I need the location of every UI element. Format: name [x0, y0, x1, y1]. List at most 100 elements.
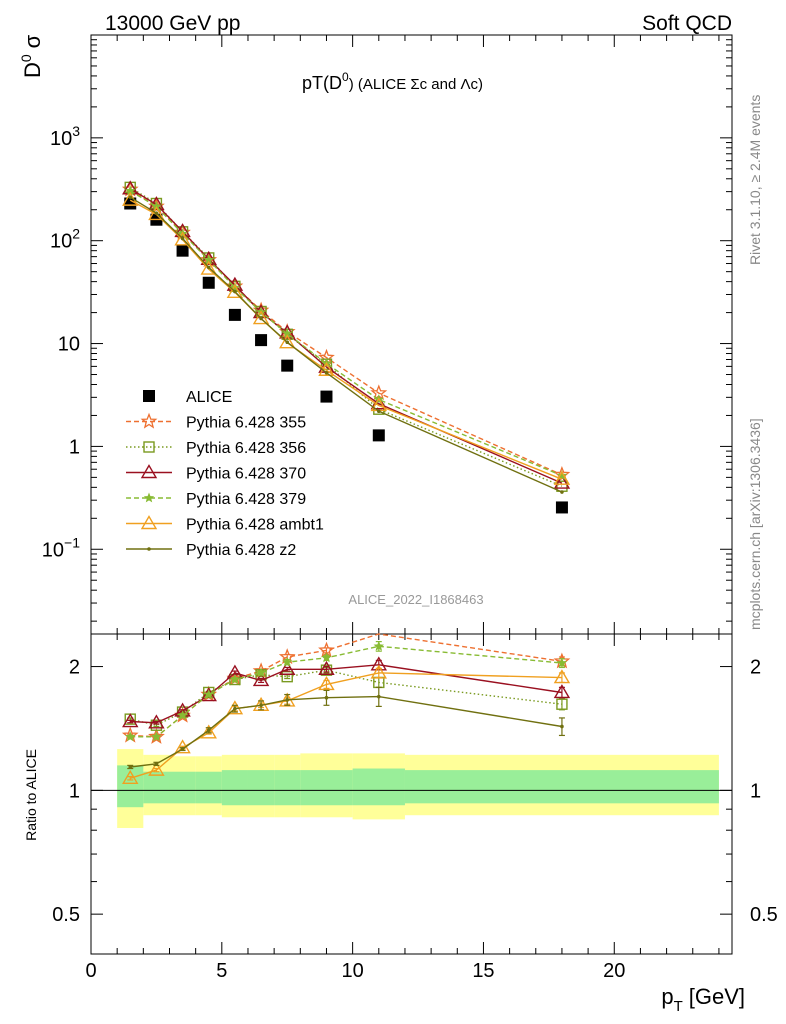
rivet-label: Rivet 3.1.10, ≥ 2.4M events [747, 95, 763, 265]
ratio-axis-ticks: 0.5 0.51 12 20 5 10 15 20 [52, 634, 778, 982]
data-point-z2 [324, 370, 329, 375]
legend-marker-z2 [147, 547, 151, 551]
tick-base: 10 [50, 128, 72, 150]
ratio-point-p379 [203, 689, 214, 699]
data-point-p379 [556, 470, 568, 481]
legend-label-alice: ALICE [186, 389, 232, 406]
ratio-point-z2 [259, 703, 263, 708]
ratio-line-z2 [130, 695, 563, 768]
x-tick-label: 15 [472, 960, 494, 982]
data-point-z2 [376, 409, 381, 413]
data-point-ambt1 [174, 231, 191, 246]
ratio-point-ambt1 [148, 761, 165, 776]
ratio-point-p370 [122, 713, 139, 728]
ratio-point-z2 [206, 728, 211, 733]
ratio-point-p379 [255, 667, 267, 678]
legend-label-p355: Pythia 6.428 355 [186, 415, 306, 432]
data-point-p379 [282, 328, 293, 338]
ratio-point-z2 [560, 724, 564, 729]
ratio-point-p379 [151, 731, 162, 742]
ratio-point-ambt1 [553, 669, 571, 684]
plot-title-sup: 0 [342, 70, 349, 84]
series-line-p379 [129, 190, 563, 477]
ratio-band-inner [195, 771, 222, 804]
data-point-p370 [148, 196, 165, 211]
ratio-y-tick-label: 2 [69, 657, 80, 679]
x-tick-label: 5 [216, 960, 227, 982]
data-point-alice [372, 429, 385, 442]
data-point-z2 [259, 316, 263, 321]
x-axis-label: pT [GeV] [661, 984, 745, 1015]
ratio-line-p379 [130, 645, 562, 738]
ratio-line-p355 [130, 633, 563, 738]
data-point-alice [124, 197, 137, 210]
data-point-ambt1 [148, 206, 165, 221]
ratio-band-inner [404, 770, 719, 804]
ratio-point-z2 [324, 695, 329, 700]
data-point-z2 [233, 289, 237, 294]
ratio-point-ambt1 [122, 769, 139, 784]
main-ylabel-sup: 0 [18, 54, 34, 62]
series-line-z2 [129, 196, 563, 493]
data-point-ambt1 [226, 283, 244, 299]
main-series-group [121, 180, 571, 514]
mcplots-label: mcplots.cern.ch [arXiv:1306.3436] [747, 418, 763, 630]
ratio-point-z2 [180, 747, 185, 751]
data-point-alice [176, 244, 189, 257]
plot-title: pT(D0) (ALICE Σc and Λc) [302, 70, 483, 93]
tick-base: 10 [42, 539, 64, 561]
ratio-point-p370 [200, 687, 217, 702]
ratio-point-z2 [285, 698, 290, 702]
data-point-p370 [174, 223, 191, 238]
ratio-y-tick-label-right: 1 [750, 780, 761, 802]
ratio-panel-frame [90, 633, 733, 955]
energy-label: 13000 GeV pp [105, 12, 240, 35]
ratio-uncertainty-bands [91, 749, 732, 828]
ratio-point-p379 [177, 710, 188, 720]
tick-base: 10 [58, 334, 80, 356]
tick-exponent: 3 [72, 123, 80, 139]
process-label: Soft QCD [642, 12, 732, 35]
ratio-point-p379 [282, 656, 293, 667]
ratio-point-p370 [318, 660, 335, 675]
series-p379 [125, 185, 568, 481]
ratio-point-p356 [556, 698, 568, 710]
data-point-ambt1 [252, 310, 270, 325]
ratio-point-p355 [148, 728, 165, 744]
data-point-ambt1 [200, 260, 217, 275]
ratio-point-p370 [279, 660, 296, 675]
ratio-y-tick-label: 0.5 [52, 904, 80, 926]
main-y-tick-label: 1 [69, 436, 80, 458]
tick-base: 10 [50, 231, 72, 253]
legend-label-ambt1: Pythia 6.428 ambt1 [186, 517, 324, 534]
ratio-band-inner [221, 770, 248, 806]
ratio-band-inner [274, 770, 301, 806]
data-point-z2 [206, 265, 211, 270]
data-point-ambt1 [279, 334, 296, 349]
legend-label-p356: Pythia 6.428 356 [186, 440, 306, 457]
ratio-point-ambt1 [318, 675, 335, 691]
plot-title-post: ) (ALICE Σc and Λc) [349, 76, 483, 93]
data-point-alice [202, 276, 215, 289]
tick-base: 1 [69, 436, 80, 458]
ratio-band-inner [143, 771, 170, 804]
main-ylabel-d: D [20, 62, 45, 78]
tick-exponent: 2 [72, 226, 80, 242]
data-point-ambt1 [553, 470, 571, 485]
plot-title-pre: pT(D [302, 73, 342, 93]
legend-marker-p379 [143, 492, 155, 503]
ratio-point-ambt1 [370, 664, 388, 679]
data-point-alice [555, 501, 568, 514]
legend-marker-p355 [140, 412, 158, 429]
main-y-tick-label: 10−1 [42, 534, 80, 561]
ratio-point-p370 [553, 684, 571, 699]
data-point-z2 [560, 490, 564, 494]
ratio-series-group [121, 633, 571, 784]
ratio-point-p379 [229, 674, 241, 684]
analysis-label: ALICE_2022_I1868463 [348, 592, 483, 607]
x-tick-label: 10 [342, 960, 364, 982]
x-tick-label: 0 [85, 960, 96, 982]
data-point-z2 [180, 236, 185, 241]
ratio-point-p379 [321, 652, 332, 663]
legend-marker-ambt1 [140, 515, 158, 530]
